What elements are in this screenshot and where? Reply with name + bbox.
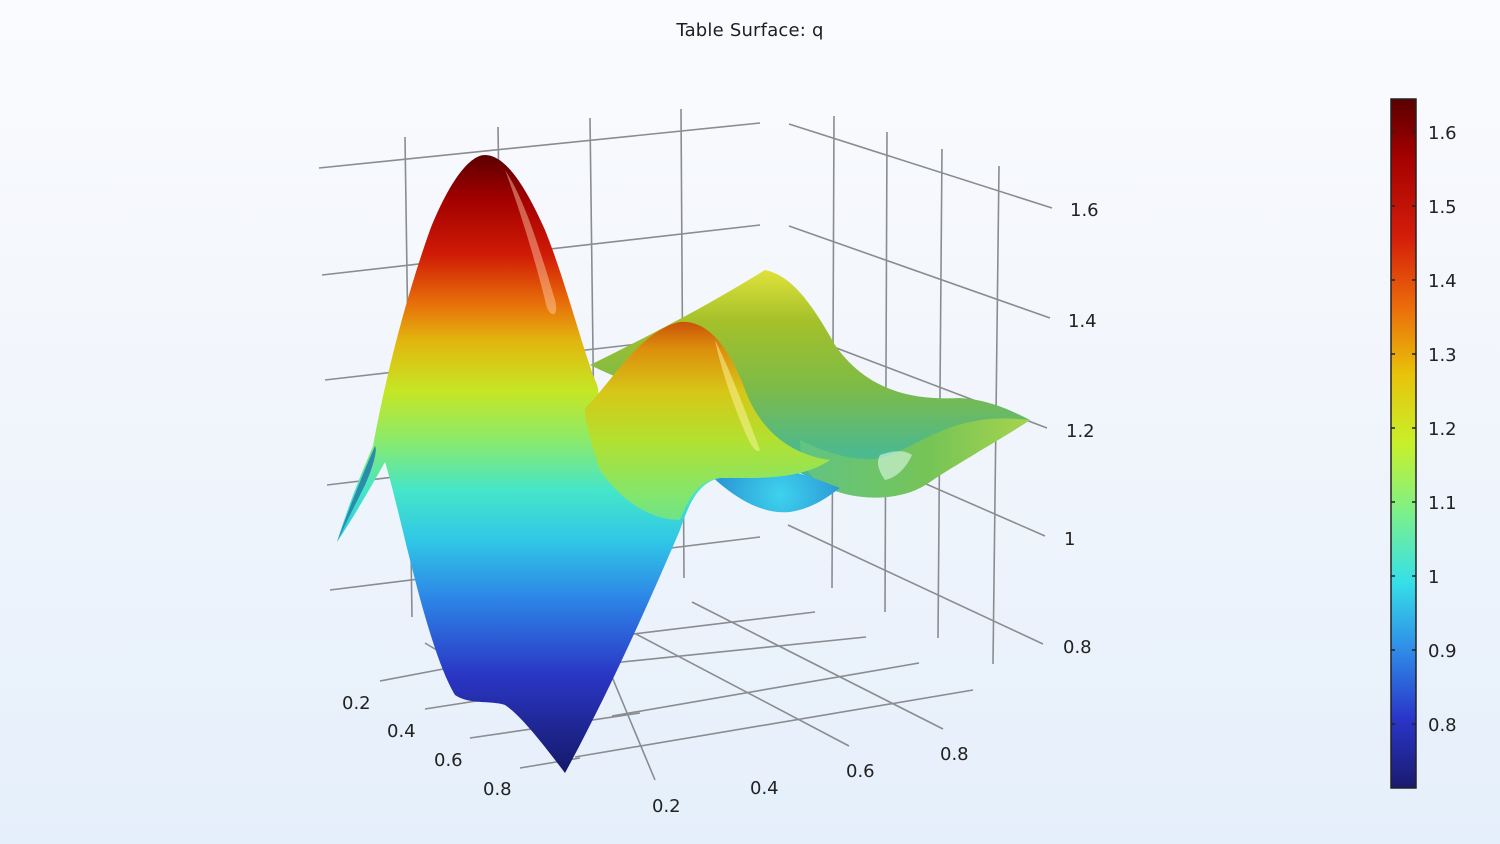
surface-plot[interactable] [337, 155, 1030, 773]
z-tick-label: 1 [1064, 529, 1075, 550]
z-tick-label: 0.8 [1063, 637, 1092, 658]
x-axis-labels: 0.2 0.4 0.6 0.8 [342, 693, 512, 800]
z-tick-label: 1.2 [1066, 421, 1095, 442]
colorbar-tick-label: 1.6 [1428, 123, 1457, 144]
grid-floor [379, 601, 974, 781]
colorbar-tick-label: 1 [1428, 567, 1439, 588]
y-axis-labels: 0.2 0.4 0.6 0.8 [652, 744, 969, 817]
x-tick-label: 0.2 [342, 693, 371, 714]
z-tick-label: 1.4 [1068, 311, 1097, 332]
colorbar-tick-label: 1.5 [1428, 197, 1457, 218]
z-tick-label: 1.6 [1070, 200, 1099, 221]
colorbar-ticks [1391, 131, 1416, 725]
y-tick-label: 0.2 [652, 796, 681, 817]
colorbar-tick-label: 0.9 [1428, 641, 1457, 662]
x-tick-label: 0.4 [387, 721, 416, 742]
colorbar-tick-label: 1.3 [1428, 345, 1457, 366]
y-tick-label: 0.6 [846, 761, 875, 782]
colorbar-tick-label: 1.1 [1428, 493, 1457, 514]
colorbar: 1.6 1.5 1.4 1.3 1.2 1.1 1 0.9 0.8 [1390, 98, 1457, 789]
colorbar-tick-label: 1.4 [1428, 271, 1457, 292]
y-tick-label: 0.4 [750, 778, 779, 799]
y-tick-label: 0.8 [940, 744, 969, 765]
z-axis-labels: 1.6 1.4 1.2 1 0.8 [1063, 200, 1099, 658]
x-tick-label: 0.6 [434, 750, 463, 771]
colorbar-tick-label: 1.2 [1428, 419, 1457, 440]
colorbar-tick-label: 0.8 [1428, 715, 1457, 736]
chart-title: Table Surface: q [676, 20, 824, 41]
colorbar-gradient [1390, 98, 1417, 789]
x-tick-label: 0.8 [483, 779, 512, 800]
